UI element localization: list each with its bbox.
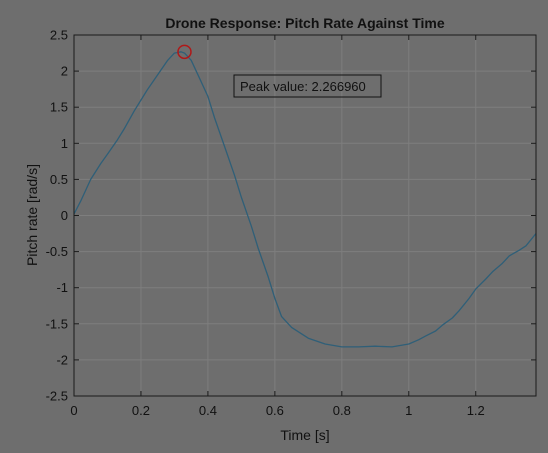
y-tick-label: -2 — [56, 352, 68, 367]
grid-lines — [74, 35, 536, 396]
y-tick-label: 2.5 — [50, 28, 68, 43]
y-tick-label: 0 — [61, 208, 68, 223]
y-tick-label: 1 — [61, 136, 68, 151]
x-tick-label: 0.4 — [199, 403, 217, 418]
y-tick-label: -0.5 — [46, 244, 68, 259]
x-tick-label: 1.2 — [467, 403, 485, 418]
x-tick-label: 0.2 — [132, 403, 150, 418]
annotation-frame — [233, 74, 382, 98]
chart-title: Drone Response: Pitch Rate Against Time — [165, 15, 444, 31]
annotation-text: Peak value: 2.266960 — [240, 79, 366, 94]
x-tick-label: 0.6 — [266, 403, 284, 418]
y-tick-label: 1.5 — [50, 100, 68, 115]
y-tick-label: -2.5 — [46, 389, 68, 404]
y-axis-label: Pitch rate [rad/s] — [24, 164, 40, 266]
peak-marker-layer — [177, 44, 192, 60]
series-line — [73, 51, 537, 348]
series-layer — [73, 51, 537, 348]
peak-marker — [177, 44, 192, 60]
x-tick-label: 1 — [405, 403, 412, 418]
x-tick-label: 0 — [70, 403, 77, 418]
x-tick-label: 0.8 — [333, 403, 351, 418]
peak-annotation-box: Peak value: 2.266960 — [233, 74, 382, 98]
x-axis-label: Time [s] — [280, 427, 329, 443]
tick-labels: 0 0.2 0.4 0.6 0.8 1 1.2 2.5 2 1.5 1 0.5 0 -0.5 -1 -1.5 -… — [46, 28, 485, 419]
axes-frame — [73, 34, 537, 397]
y-tick-label: 0.5 — [50, 172, 68, 187]
y-tick-label: 2 — [61, 64, 68, 79]
y-tick-label: -1.5 — [46, 316, 68, 331]
y-tick-label: -1 — [56, 280, 68, 295]
